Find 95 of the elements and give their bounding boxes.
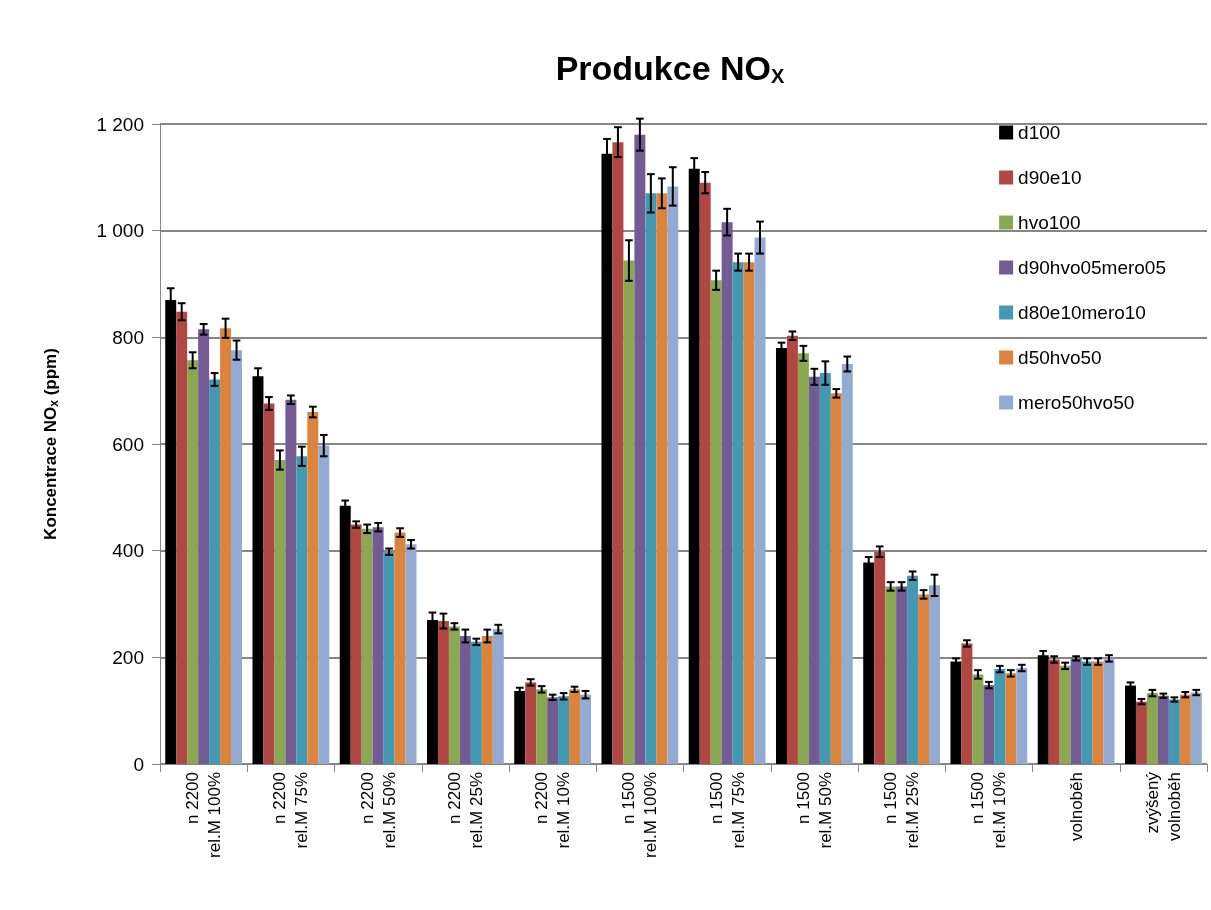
bar	[1190, 692, 1202, 764]
bar	[383, 551, 395, 764]
bar	[1135, 701, 1147, 764]
bar	[972, 674, 984, 764]
bar	[667, 186, 679, 764]
x-tick-label: zvýšený volnoběh	[1142, 771, 1184, 842]
bar	[1016, 668, 1028, 764]
bar	[983, 685, 995, 764]
bar	[231, 350, 243, 764]
y-tick-label: 0	[133, 753, 144, 775]
bar	[187, 360, 199, 764]
bar	[437, 621, 449, 764]
bar	[307, 412, 319, 764]
bar	[896, 586, 908, 764]
bar	[1005, 673, 1017, 764]
x-tick-label: n 2200 rel.M 100%	[183, 772, 225, 858]
bar	[830, 393, 842, 764]
bar	[754, 237, 766, 764]
bar	[797, 353, 809, 764]
bar	[743, 262, 755, 764]
bar	[721, 222, 733, 764]
bar	[318, 445, 330, 764]
bar	[1092, 661, 1104, 764]
bar	[405, 544, 417, 764]
bar	[699, 182, 711, 764]
bar	[1081, 661, 1093, 764]
bar	[1179, 694, 1191, 764]
bar	[929, 585, 941, 764]
bar	[623, 260, 635, 764]
bar	[470, 641, 482, 764]
legend-label: hvo100	[1018, 212, 1081, 233]
bar	[775, 348, 787, 764]
chart-title: Produkce NOX	[555, 49, 786, 87]
bar	[732, 262, 744, 764]
bar	[874, 551, 886, 764]
bar	[569, 689, 581, 764]
bar	[907, 575, 919, 764]
bar	[198, 329, 210, 764]
bar	[459, 636, 471, 764]
bar	[808, 376, 820, 764]
bar	[961, 643, 973, 764]
bar	[514, 690, 526, 764]
bar	[372, 527, 384, 764]
legend-label: d50hvo50	[1018, 347, 1102, 368]
bar	[263, 403, 275, 764]
bar	[350, 524, 362, 764]
bar	[950, 661, 962, 764]
bar	[209, 379, 221, 764]
legend-label: d90e10	[1018, 167, 1082, 188]
bar	[525, 682, 537, 764]
bar	[994, 669, 1006, 764]
bar	[296, 456, 308, 764]
bar	[841, 364, 853, 764]
bar	[645, 193, 657, 764]
bar	[1157, 695, 1169, 764]
y-tick-label: 400	[112, 540, 144, 562]
legend-label: d100	[1018, 122, 1061, 143]
bar	[612, 142, 624, 764]
bar	[1124, 685, 1136, 764]
legend-label: mero50hvo50	[1018, 392, 1135, 413]
bar	[819, 373, 831, 764]
bar	[558, 696, 570, 764]
bar	[285, 399, 297, 764]
x-tick-label: volnoběh	[1066, 772, 1086, 842]
bar	[1059, 665, 1071, 764]
y-tick-label: 1 200	[96, 113, 144, 135]
bar	[580, 694, 592, 764]
y-tick-label: 1 000	[96, 220, 144, 242]
bar	[448, 626, 460, 764]
bar	[634, 134, 646, 764]
bar	[394, 532, 406, 764]
legend-label: d80e10mero10	[1018, 302, 1146, 323]
bar	[361, 528, 373, 764]
bar	[220, 328, 232, 764]
bar	[710, 280, 722, 764]
bar	[1168, 699, 1180, 764]
bar	[656, 193, 668, 764]
bar	[1048, 659, 1060, 764]
bar	[786, 335, 798, 764]
bar	[481, 636, 493, 764]
y-tick-label: 200	[112, 646, 144, 668]
bar	[536, 689, 548, 764]
y-tick-label: 800	[112, 326, 144, 348]
bar	[885, 586, 897, 764]
bar	[863, 562, 875, 764]
bar	[1070, 658, 1082, 764]
legend-label: d90hvo05mero05	[1018, 257, 1166, 278]
bar	[176, 311, 188, 764]
bar	[274, 460, 286, 764]
bar	[547, 697, 559, 764]
bar	[1103, 658, 1115, 764]
bar	[918, 594, 930, 764]
bar	[1146, 693, 1158, 764]
y-tick-label: 600	[112, 433, 144, 455]
bar	[492, 629, 504, 764]
